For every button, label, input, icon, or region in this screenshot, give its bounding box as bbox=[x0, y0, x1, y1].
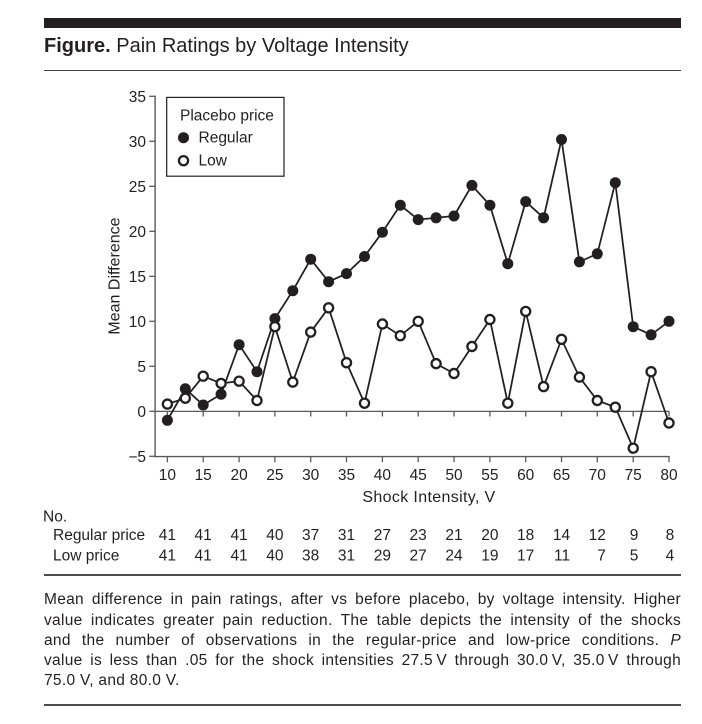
svg-text:30: 30 bbox=[129, 134, 147, 151]
svg-text:21: 21 bbox=[445, 527, 462, 544]
svg-text:19: 19 bbox=[481, 548, 498, 565]
svg-text:10: 10 bbox=[129, 314, 147, 331]
svg-text:60: 60 bbox=[517, 467, 535, 484]
svg-text:7: 7 bbox=[597, 548, 606, 565]
svg-text:Regular price: Regular price bbox=[53, 527, 145, 544]
svg-text:75: 75 bbox=[625, 467, 642, 484]
svg-text:27: 27 bbox=[410, 548, 427, 565]
svg-text:41: 41 bbox=[195, 548, 212, 565]
svg-text:40: 40 bbox=[374, 467, 392, 484]
svg-text:17: 17 bbox=[517, 548, 534, 565]
svg-text:50: 50 bbox=[445, 467, 463, 484]
svg-text:5: 5 bbox=[137, 359, 146, 376]
svg-text:Regular: Regular bbox=[199, 129, 253, 146]
svg-text:9: 9 bbox=[630, 527, 639, 544]
svg-text:45: 45 bbox=[410, 467, 427, 484]
svg-text:11: 11 bbox=[554, 548, 570, 565]
svg-text:15: 15 bbox=[195, 467, 212, 484]
svg-text:41: 41 bbox=[230, 527, 247, 544]
svg-text:25: 25 bbox=[129, 179, 146, 196]
svg-text:41: 41 bbox=[195, 527, 212, 544]
svg-text:20: 20 bbox=[230, 467, 248, 484]
svg-text:41: 41 bbox=[230, 548, 247, 565]
svg-text:Mean Difference: Mean Difference bbox=[107, 217, 124, 334]
svg-text:29: 29 bbox=[374, 548, 391, 565]
svg-text:20: 20 bbox=[481, 527, 499, 544]
svg-text:70: 70 bbox=[589, 467, 607, 484]
svg-text:14: 14 bbox=[553, 527, 571, 544]
svg-text:31: 31 bbox=[338, 527, 355, 544]
svg-text:8: 8 bbox=[666, 527, 675, 544]
svg-text:35: 35 bbox=[338, 467, 355, 484]
svg-text:Placebo price: Placebo price bbox=[180, 108, 274, 125]
svg-text:Shock Intensity, V: Shock Intensity, V bbox=[362, 489, 495, 506]
svg-text:12: 12 bbox=[589, 527, 606, 544]
svg-text:18: 18 bbox=[517, 527, 534, 544]
svg-text:65: 65 bbox=[553, 467, 570, 484]
svg-text:41: 41 bbox=[159, 548, 176, 565]
svg-text:Low: Low bbox=[199, 153, 228, 170]
svg-text:80: 80 bbox=[660, 467, 678, 484]
svg-text:15: 15 bbox=[129, 269, 146, 286]
svg-text:No.: No. bbox=[43, 509, 67, 526]
svg-text:4: 4 bbox=[666, 548, 675, 565]
svg-text:23: 23 bbox=[410, 527, 427, 544]
svg-text:Low price: Low price bbox=[53, 548, 119, 565]
svg-text:30: 30 bbox=[302, 467, 320, 484]
svg-text:31: 31 bbox=[338, 548, 355, 565]
svg-text:10: 10 bbox=[159, 467, 177, 484]
svg-text:24: 24 bbox=[445, 548, 463, 565]
svg-text:38: 38 bbox=[302, 548, 319, 565]
svg-text:20: 20 bbox=[129, 224, 147, 241]
svg-text:40: 40 bbox=[266, 548, 284, 565]
svg-text:55: 55 bbox=[481, 467, 498, 484]
svg-text:25: 25 bbox=[266, 467, 283, 484]
svg-text:5: 5 bbox=[630, 548, 639, 565]
svg-text:0: 0 bbox=[137, 404, 146, 421]
svg-text:−5: −5 bbox=[128, 449, 146, 466]
svg-text:41: 41 bbox=[159, 527, 176, 544]
svg-text:37: 37 bbox=[302, 527, 319, 544]
svg-text:27: 27 bbox=[374, 527, 391, 544]
svg-text:40: 40 bbox=[266, 527, 284, 544]
svg-text:35: 35 bbox=[129, 89, 146, 106]
